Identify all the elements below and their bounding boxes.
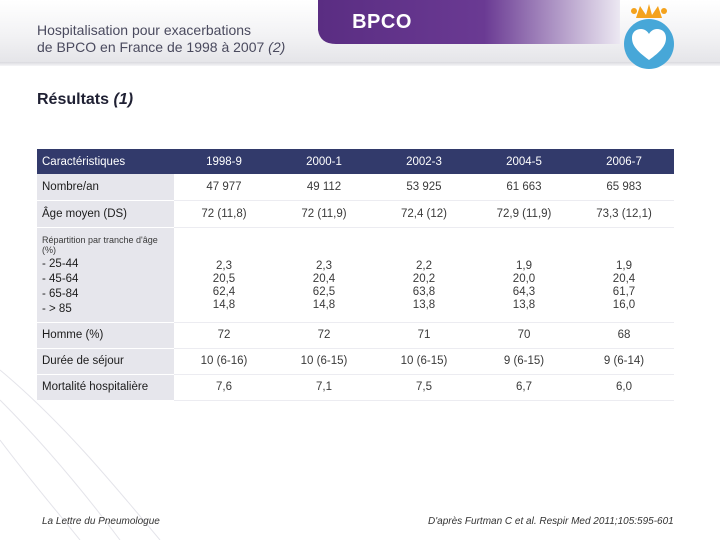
table-cell: 65 983 xyxy=(574,174,674,201)
table-cell: 49 112 xyxy=(274,174,374,201)
table-cell: 2,3 20,4 62,5 14,8 xyxy=(274,227,374,323)
table-cell: 72 (11,8) xyxy=(174,200,274,228)
age-value: 2,3 xyxy=(216,259,232,272)
table-cell: 6,0 xyxy=(574,374,674,401)
table-row: Durée de séjour 10 (6-16) 10 (6-15) 10 (… xyxy=(37,348,674,375)
header-title-line2: de BPCO en France de 1998 à 2007 (2) xyxy=(37,39,285,56)
decorative-curves xyxy=(0,369,161,540)
row-label: Nombre/an xyxy=(37,174,174,201)
table-row: Mortalité hospitalière 7,6 7,1 7,5 6,7 6… xyxy=(37,374,674,401)
age-group: - > 85 xyxy=(42,302,72,315)
row-label: Homme (%) xyxy=(37,322,174,349)
age-value: 62,5 xyxy=(312,285,336,298)
age-value: 20,0 xyxy=(512,272,536,285)
table-cell: 1,9 20,0 64,3 13,8 xyxy=(474,227,574,323)
header-shadow xyxy=(0,62,720,66)
header-cell: 2000-1 xyxy=(306,155,342,168)
table-cell: 10 (6-16) xyxy=(174,348,274,375)
header-title-line2-main: de BPCO en France de 1998 à 2007 xyxy=(37,39,265,55)
table-cell: 2,2 20,2 63,8 13,8 xyxy=(374,227,474,323)
age-value: 13,8 xyxy=(412,298,436,311)
table-cell: 72,9 (11,9) xyxy=(474,200,574,228)
age-value: 20,5 xyxy=(212,272,236,285)
age-value: 61,7 xyxy=(612,285,636,298)
age-value: 20,2 xyxy=(412,272,436,285)
heart-logo-icon xyxy=(624,4,674,69)
section-title: Résultats (1) xyxy=(37,91,133,109)
table-cell: 61 663 xyxy=(474,174,574,201)
table-cell: 6,7 xyxy=(474,374,574,401)
header-cell: 2006-7 xyxy=(606,155,642,168)
age-value: 1,9 xyxy=(616,259,632,272)
table-cell: 72,4 (12) xyxy=(374,200,474,228)
age-value: 64,3 xyxy=(512,285,536,298)
table-header-row: Caractéristiques 1998-9 2000-1 2002-3 20… xyxy=(37,149,674,174)
table-cell: 7,5 xyxy=(374,374,474,401)
age-group: - 25-44 xyxy=(42,257,79,270)
header-title-line1: Hospitalisation pour exacerbations xyxy=(37,22,252,38)
age-group: - 45-64 xyxy=(42,272,79,285)
table-cell: 71 xyxy=(374,322,474,349)
age-value: 2,2 xyxy=(416,259,432,272)
age-group-list: - 25-44 - 45-64 - 65-84 - > 85 xyxy=(42,257,174,317)
row-label: Mortalité hospitalière xyxy=(37,374,174,401)
age-value: 16,0 xyxy=(612,298,636,311)
table-cell: 70 xyxy=(474,322,574,349)
header-cell: 2002-3 xyxy=(406,155,442,168)
table-cell: 7,6 xyxy=(174,374,274,401)
table-cell: 47 977 xyxy=(174,174,274,201)
section-title-text: Résultats xyxy=(37,91,110,108)
age-group: - 65-84 xyxy=(42,287,79,300)
slide-header: Hospitalisation pour exacerbations de BP… xyxy=(0,0,720,69)
table-row: Nombre/an 47 977 49 112 53 925 61 663 65… xyxy=(37,174,674,201)
row-label: Répartition par tranche d'âge (%) - 25-4… xyxy=(37,227,174,323)
table-cell: 72 xyxy=(274,322,374,349)
header-cell: 1998-9 xyxy=(206,155,242,168)
table-cell: 53 925 xyxy=(374,174,474,201)
table-cell: 1,9 20,4 61,7 16,0 xyxy=(574,227,674,323)
age-value: 14,8 xyxy=(312,298,336,311)
table-cell: 9 (6-15) xyxy=(474,348,574,375)
table-row: Répartition par tranche d'âge (%) - 25-4… xyxy=(37,227,674,323)
age-distribution-label: Répartition par tranche d'âge (%) xyxy=(42,234,158,255)
table-row: Âge moyen (DS) 72 (11,8) 72 (11,9) 72,4 … xyxy=(37,200,674,228)
results-table: Caractéristiques 1998-9 2000-1 2002-3 20… xyxy=(37,149,674,401)
table-cell: 7,1 xyxy=(274,374,374,401)
age-value: 1,9 xyxy=(516,259,532,272)
age-value: 20,4 xyxy=(612,272,636,285)
bpco-label: BPCO xyxy=(352,11,412,33)
table-cell: 72 (11,9) xyxy=(274,200,374,228)
page-number: 3 xyxy=(645,36,651,47)
table-cell: 68 xyxy=(574,322,674,349)
row-label: Âge moyen (DS) xyxy=(37,200,174,228)
age-value: 2,3 xyxy=(316,259,332,272)
header-cell: 2004-5 xyxy=(506,155,542,168)
footer-source-journal: La Lettre du Pneumologue xyxy=(42,516,160,527)
bpco-tab xyxy=(318,0,620,44)
age-value: 13,8 xyxy=(512,298,536,311)
table-cell: 2,3 20,5 62,4 14,8 xyxy=(174,227,274,323)
age-value: 63,8 xyxy=(412,285,436,298)
header-cell: Caractéristiques xyxy=(42,155,126,168)
age-value: 20,4 xyxy=(312,272,336,285)
section-title-ref: (1) xyxy=(113,91,134,108)
header-title: Hospitalisation pour exacerbations de BP… xyxy=(37,22,285,56)
age-value: 14,8 xyxy=(212,298,236,311)
table-cell: 72 xyxy=(174,322,274,349)
age-value: 62,4 xyxy=(212,285,236,298)
table-row: Homme (%) 72 72 71 70 68 xyxy=(37,322,674,349)
header-title-ref: (2) xyxy=(268,39,286,55)
table-cell: 9 (6-14) xyxy=(574,348,674,375)
table-cell: 10 (6-15) xyxy=(374,348,474,375)
table-cell: 10 (6-15) xyxy=(274,348,374,375)
row-label: Durée de séjour xyxy=(37,348,174,375)
footer-citation: D'après Furtman C et al. Respir Med 2011… xyxy=(428,516,674,527)
table-cell: 73,3 (12,1) xyxy=(574,200,674,228)
